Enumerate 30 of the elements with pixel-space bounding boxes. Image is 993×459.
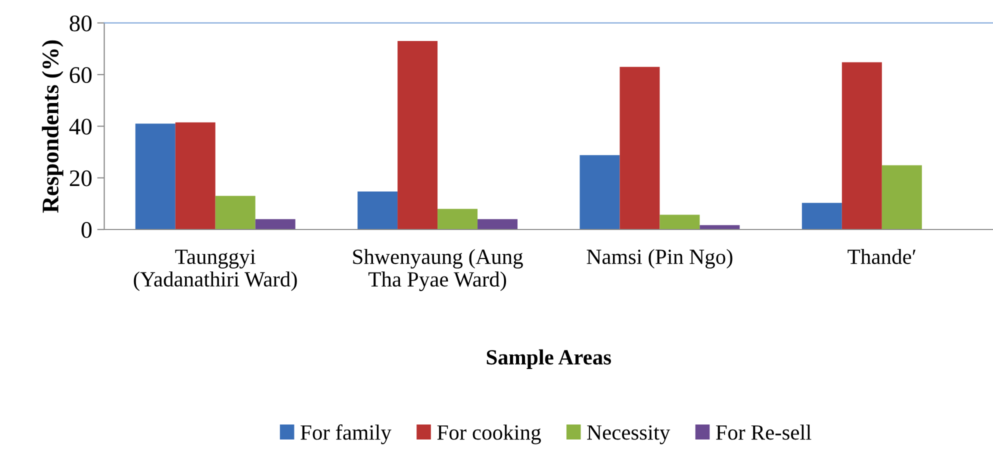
legend-label: For Re-sell — [716, 424, 812, 440]
x-tick-label: Taunggyi (Yadanathiri Ward) — [134, 250, 297, 291]
bar — [175, 122, 216, 230]
legend-label: For family — [300, 424, 392, 444]
x-tick-label: Shwenyaung (Aung Tha Pyae Ward) — [353, 248, 523, 292]
bar — [438, 208, 478, 230]
y-tick-label: 20 — [70, 170, 92, 186]
bar — [620, 66, 660, 230]
y-axis-title: Respondents (%) — [42, 40, 64, 213]
bar — [882, 165, 922, 230]
bar — [802, 202, 842, 230]
bar — [215, 196, 256, 230]
legend-label: For cooking — [437, 424, 541, 444]
bar — [358, 192, 398, 230]
bar — [700, 225, 740, 230]
y-tick-label: 40 — [69, 118, 92, 135]
bar — [255, 219, 296, 230]
y-tick-label: 60 — [70, 67, 92, 84]
legend-label: Necessity — [587, 425, 670, 444]
x-tick-label: Namsi (Pin Ngo) — [586, 248, 732, 269]
x-tick-label: Thande′ — [848, 248, 916, 264]
y-tick-label: 0 — [82, 222, 92, 238]
bar — [580, 155, 620, 230]
x-axis-title: Sample Areas — [486, 349, 612, 369]
bar — [478, 219, 518, 230]
y-tick-label: 80 — [70, 15, 92, 32]
bar — [842, 62, 882, 230]
bar — [135, 124, 176, 230]
bar — [398, 41, 438, 230]
bar — [660, 214, 700, 230]
